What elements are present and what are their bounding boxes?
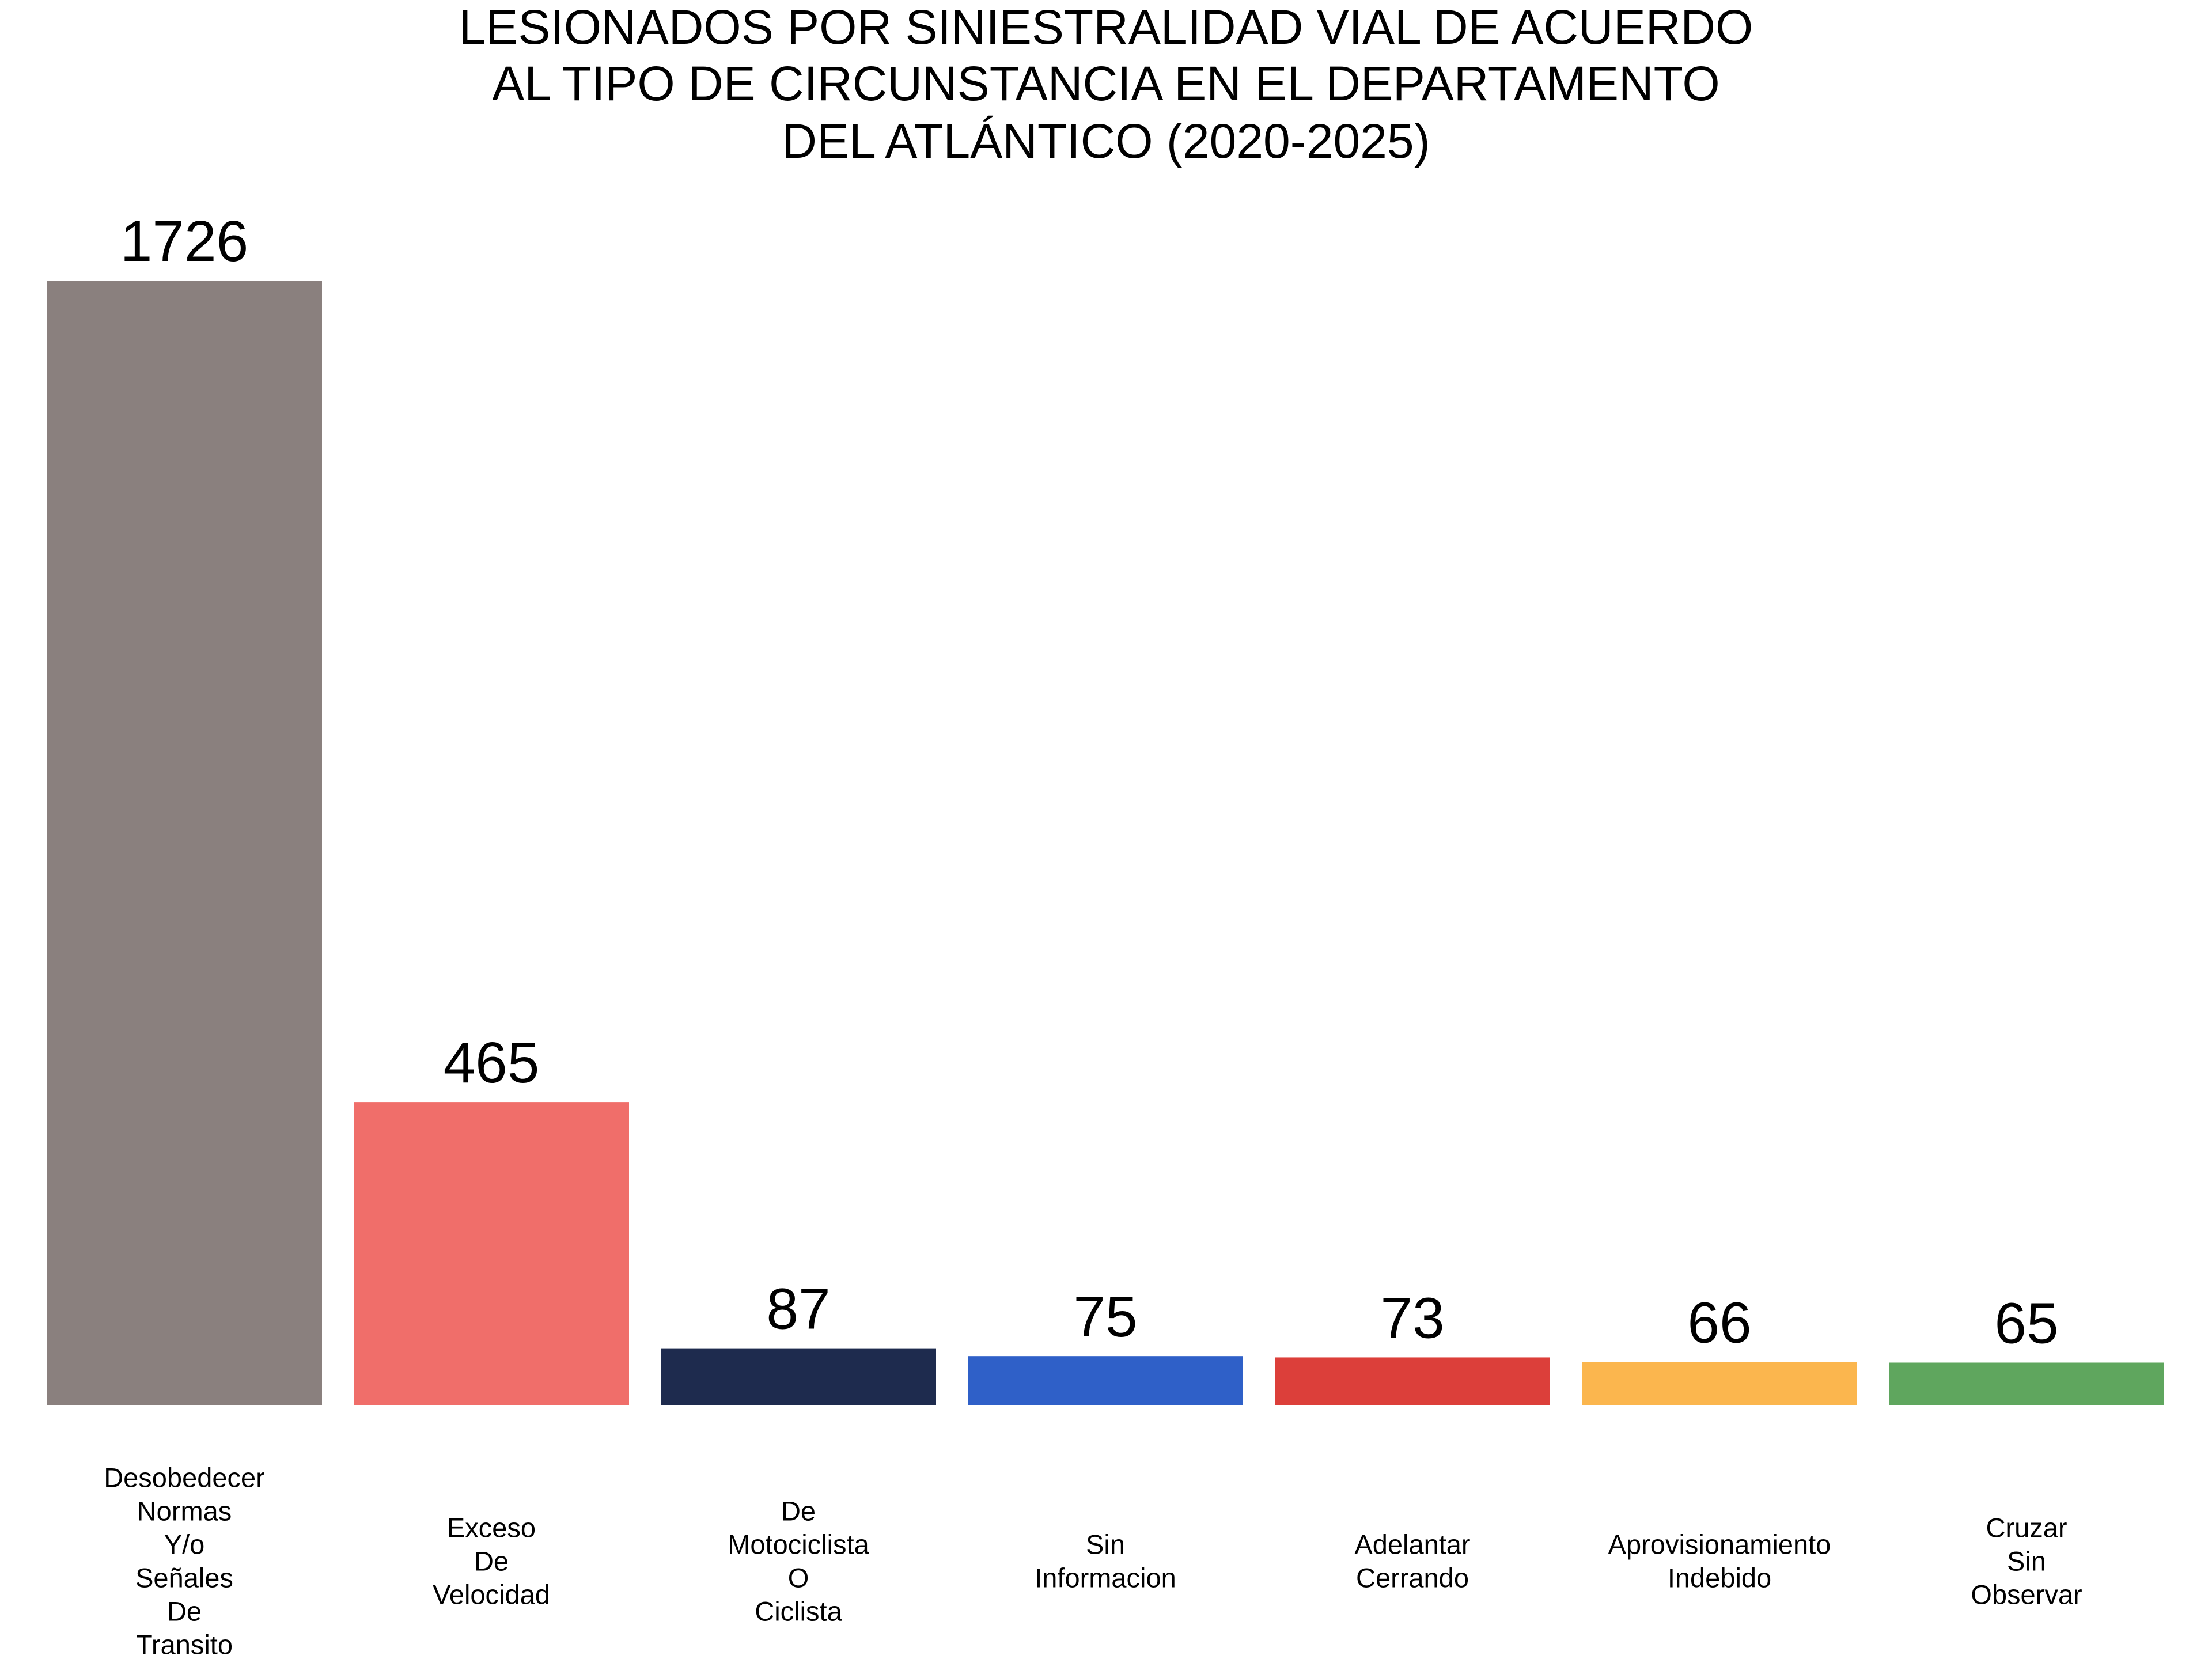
value-label: 73 bbox=[1380, 1286, 1444, 1350]
x-tick-label: De Motociclista O Ciclista bbox=[728, 1495, 869, 1626]
x-tick-label: Exceso De Velocidad bbox=[433, 1512, 550, 1609]
x-tick-label: Aprovisionamiento Indebido bbox=[1608, 1529, 1831, 1593]
x-tick-label-line: Normas bbox=[137, 1495, 232, 1526]
x-tick-label-line: Indebido bbox=[1668, 1562, 1771, 1593]
x-tick-label-line: Sin bbox=[1086, 1529, 1125, 1559]
x-tick-label-line: Señales bbox=[135, 1562, 233, 1593]
chart-title: LESIONADOS POR SINIESTRALIDAD VIAL DE AC… bbox=[459, 0, 1753, 54]
x-tick-label: Cruzar Sin Observar bbox=[1971, 1512, 2082, 1609]
bar bbox=[1889, 1362, 2164, 1405]
x-tick-label-line: Observar bbox=[1971, 1579, 2082, 1609]
value-label: 65 bbox=[1994, 1291, 2058, 1355]
x-tick-label-line: De bbox=[167, 1596, 202, 1626]
x-tick-label-line: Desobedecer bbox=[104, 1462, 265, 1493]
value-label: 87 bbox=[766, 1277, 830, 1342]
bar bbox=[1275, 1357, 1550, 1405]
bar bbox=[661, 1348, 936, 1405]
x-tick-label: Sin Informacion bbox=[1035, 1529, 1176, 1593]
chart-title: AL TIPO DE CIRCUNSTANCIA EN EL DEPARTAME… bbox=[492, 56, 1720, 111]
x-tick-label-line: Cerrando bbox=[1356, 1562, 1469, 1593]
x-tick-label-line: Transito bbox=[136, 1629, 233, 1659]
bar bbox=[354, 1102, 629, 1405]
x-tick-label-line: De bbox=[781, 1495, 816, 1526]
x-tick-label: Adelantar Cerrando bbox=[1354, 1529, 1470, 1593]
x-tick-label-line: O bbox=[788, 1562, 809, 1593]
x-tick-label: Desobedecer Normas Y/o Señales De Transito bbox=[104, 1462, 265, 1659]
value-label: 465 bbox=[444, 1031, 540, 1095]
bar bbox=[968, 1356, 1243, 1405]
x-tick-label-line: Y/o bbox=[164, 1529, 205, 1559]
x-tick-label-line: Sin bbox=[2007, 1546, 2046, 1576]
chart-title: DEL ATLÁNTICO (2020-2025) bbox=[782, 114, 1430, 168]
x-tick-label-line: Aprovisionamiento bbox=[1608, 1529, 1831, 1559]
x-tick-label-line: Motociclista bbox=[728, 1529, 869, 1559]
value-label: 66 bbox=[1687, 1290, 1751, 1355]
x-tick-label-line: De bbox=[474, 1546, 509, 1576]
x-tick-label-line: Informacion bbox=[1035, 1562, 1176, 1593]
x-tick-label-line: Cruzar bbox=[1986, 1512, 2067, 1543]
x-tick-label-line: Ciclista bbox=[755, 1596, 842, 1626]
bar bbox=[47, 281, 322, 1405]
bar bbox=[1582, 1362, 1857, 1405]
value-label: 1726 bbox=[120, 209, 248, 274]
value-label: 75 bbox=[1073, 1285, 1137, 1349]
x-tick-label-line: Adelantar bbox=[1354, 1529, 1470, 1559]
x-tick-label-line: Velocidad bbox=[433, 1579, 550, 1609]
x-tick-label-line: Exceso bbox=[447, 1512, 536, 1543]
